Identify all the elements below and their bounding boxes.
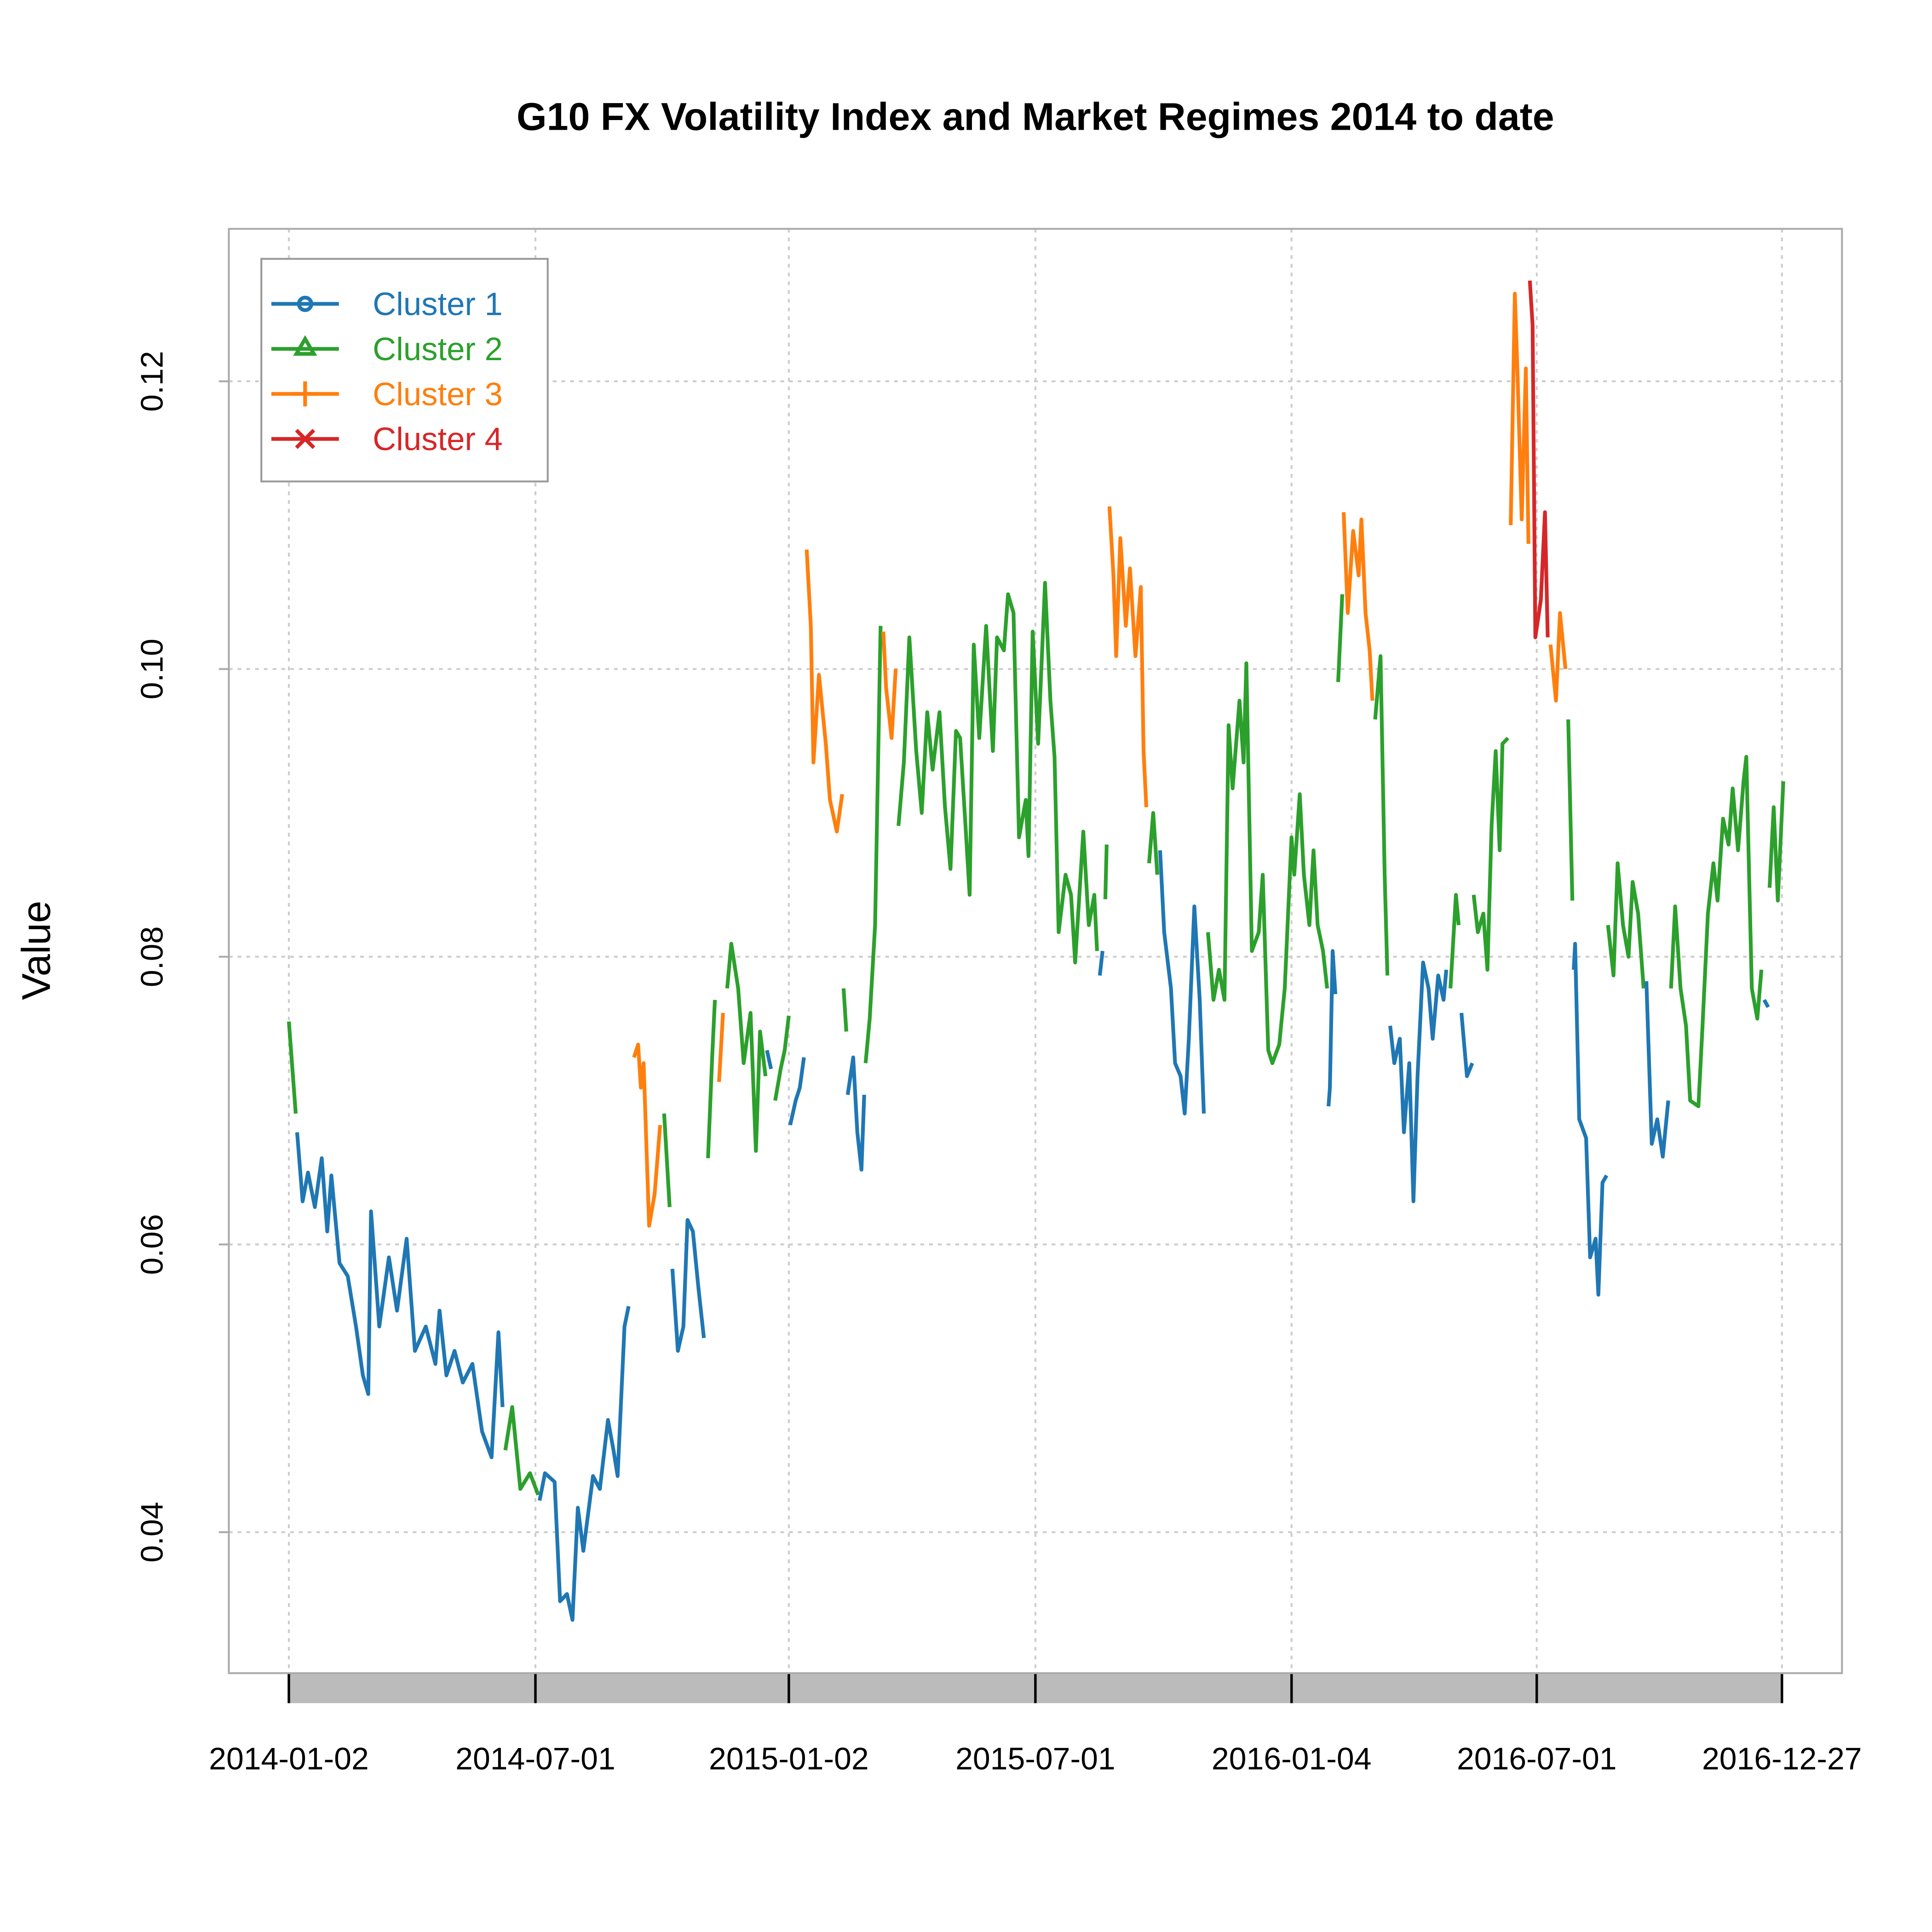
circle-marker-icon <box>297 295 313 312</box>
plus-marker-icon <box>293 381 318 407</box>
series-line-cluster-2 <box>1606 861 1646 989</box>
series-line-cluster-3 <box>717 1012 725 1082</box>
series-line-cluster-2 <box>1373 654 1390 976</box>
x-tick-label: 2014-01-02 <box>209 1742 369 1777</box>
series-line-cluster-2 <box>503 1405 540 1496</box>
series-line-cluster-2 <box>1566 719 1575 901</box>
x-tick-label: 2015-07-01 <box>955 1742 1116 1777</box>
triangle-marker-icon <box>293 335 317 356</box>
series-line-cluster-2 <box>863 626 883 1064</box>
series-line-cluster-1 <box>1572 942 1609 1297</box>
series-line-cluster-1 <box>1459 1012 1474 1078</box>
series-line-cluster-2 <box>1336 594 1345 682</box>
legend-item-cluster-3: Cluster 3 <box>271 376 503 412</box>
series-line-cluster-2 <box>1472 736 1510 972</box>
series-line-cluster-2 <box>662 1113 672 1208</box>
series-line-cluster-1 <box>1158 850 1206 1116</box>
series-line-cluster-3 <box>632 1042 662 1228</box>
series-line-cluster-3 <box>1548 611 1568 703</box>
plot-frame <box>228 228 1843 1674</box>
legend-label: Cluster 4 <box>373 421 503 457</box>
series-line-cluster-3 <box>1107 506 1149 807</box>
legend-item-cluster-1: Cluster 1 <box>271 286 503 322</box>
series-line-cluster-2 <box>1669 755 1764 1109</box>
series <box>287 280 1785 1622</box>
series-line-cluster-2 <box>287 1021 298 1114</box>
x-tick-label: 2016-01-04 <box>1212 1742 1372 1777</box>
series-line-cluster-2 <box>1767 781 1785 903</box>
series-line-cluster-2 <box>1147 811 1159 875</box>
series-line-cluster-4 <box>1528 280 1550 639</box>
legend-label: Cluster 1 <box>373 286 503 322</box>
chart-title: G10 FX Volatility Index and Market Regim… <box>517 95 1554 138</box>
x-tick-label: 2016-07-01 <box>1457 1742 1617 1777</box>
series-line-cluster-1 <box>670 1218 706 1353</box>
series-line-cluster-2 <box>1206 661 1329 1065</box>
legend-label: Cluster 2 <box>373 331 503 367</box>
axes: 2014-01-02 2014-07-01 2015-01-02 2015-07-01… <box>134 351 1862 1777</box>
cross-marker-icon <box>295 429 316 449</box>
series-line-cluster-2 <box>1449 893 1461 989</box>
y-tick-label: 0.08 <box>134 926 169 987</box>
series-line-cluster-1 <box>1388 960 1449 1203</box>
x-tick-label: 2016-12-27 <box>1702 1742 1862 1777</box>
series-line-cluster-1 <box>788 1057 806 1126</box>
y-tick-label: 0.04 <box>134 1502 169 1563</box>
series-line-cluster-2 <box>1103 844 1109 899</box>
series-line-cluster-2 <box>897 581 1099 965</box>
series-line-cluster-3 <box>805 549 844 834</box>
series-line-cluster-1 <box>1762 999 1770 1008</box>
legend-item-cluster-2: Cluster 2 <box>271 331 503 367</box>
series-line-cluster-1 <box>295 1132 505 1460</box>
series-line-cluster-1 <box>1098 950 1104 976</box>
series-line-cluster-1 <box>538 1305 631 1622</box>
y-tick-label: 0.12 <box>134 351 169 412</box>
series-line-cluster-1 <box>1327 949 1338 1107</box>
series-line-cluster-1 <box>845 1055 866 1172</box>
series-line-cluster-2 <box>725 942 768 1153</box>
series-line-cluster-2 <box>841 988 848 1032</box>
series-line-cluster-3 <box>1509 292 1530 544</box>
y-tick-label: 0.10 <box>134 638 169 699</box>
series-line-cluster-1 <box>765 1050 773 1070</box>
series-line-cluster-3 <box>881 631 898 740</box>
series-line-cluster-2 <box>706 1000 717 1158</box>
y-axis-label: Value <box>14 901 59 1000</box>
series-line-cluster-3 <box>1341 512 1374 701</box>
x-tick-label: 2015-01-02 <box>709 1742 869 1777</box>
legend-item-cluster-4: Cluster 4 <box>271 421 503 457</box>
y-tick-label: 0.06 <box>134 1214 169 1275</box>
legend-label: Cluster 3 <box>373 376 503 412</box>
x-tick-label: 2014-07-01 <box>455 1742 615 1777</box>
series-line-cluster-1 <box>1644 981 1670 1159</box>
legend: Cluster 1 Cluster 2 Cluster 3 Cluster 4 <box>260 258 549 483</box>
series-line-cluster-2 <box>773 1015 791 1101</box>
